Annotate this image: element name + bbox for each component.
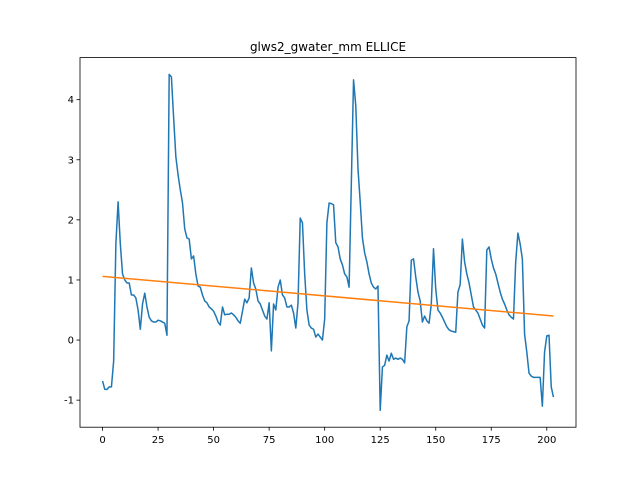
y-tick-label: 4 <box>68 95 74 106</box>
y-tick-label: 3 <box>68 155 74 166</box>
y-tick-label: -1 <box>64 396 74 407</box>
x-tick-label: 0 <box>99 435 105 446</box>
x-tick-label: 200 <box>537 435 556 446</box>
plot-frame <box>79 57 577 428</box>
y-tick-label: 0 <box>68 336 74 347</box>
x-tick-label: 75 <box>263 435 276 446</box>
x-tick-label: 25 <box>152 435 165 446</box>
x-tick-label: 125 <box>371 435 390 446</box>
x-tick-label: 100 <box>315 435 334 446</box>
x-tick-label: 175 <box>482 435 501 446</box>
data-line <box>102 275 554 317</box>
y-tick-label: 2 <box>68 215 74 226</box>
data-line <box>101 73 555 412</box>
x-tick-label: 150 <box>426 435 445 446</box>
chart-title: glws2_gwater_mm ELLICE <box>250 40 406 54</box>
y-tick-label: 1 <box>68 275 74 286</box>
x-tick-label: 50 <box>207 435 220 446</box>
